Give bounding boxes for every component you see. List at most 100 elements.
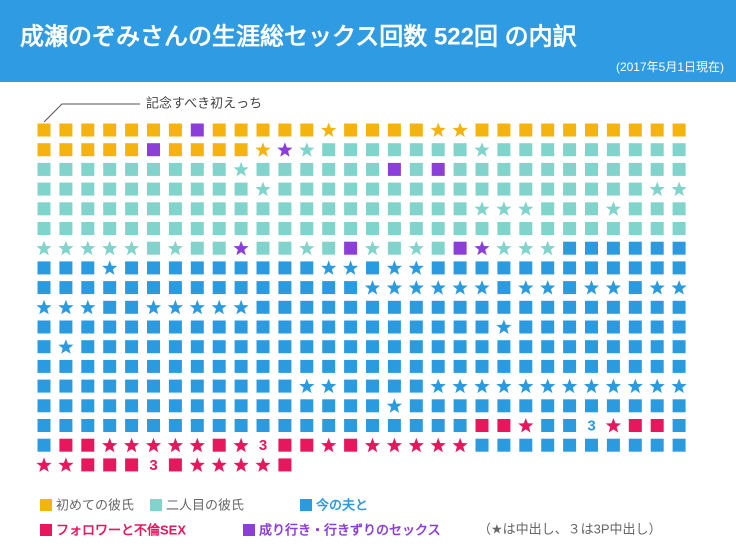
cell-square — [212, 340, 226, 354]
cell-square — [475, 340, 489, 354]
cell-square — [125, 340, 139, 354]
cell-star — [430, 280, 446, 295]
cell-star — [299, 240, 315, 256]
legend-swatch — [150, 499, 162, 511]
cell-star — [496, 378, 512, 394]
cell-square — [628, 320, 642, 334]
cell-square — [168, 379, 182, 393]
cell-star — [321, 122, 337, 137]
cell-square — [497, 399, 511, 413]
cell-square — [519, 143, 533, 157]
cell-square — [541, 340, 555, 354]
legend-label: フォロワーと不倫SEX — [56, 522, 186, 537]
cell-square — [563, 261, 577, 275]
cell-square — [563, 241, 577, 255]
cell-square — [366, 379, 379, 393]
cell-square — [256, 162, 270, 176]
cell-square — [168, 399, 182, 413]
cell-square — [650, 340, 664, 354]
cell-square — [431, 241, 445, 255]
cell-star — [430, 378, 446, 394]
cell-square — [672, 261, 686, 275]
cell-star — [167, 437, 183, 453]
cell-square — [190, 379, 204, 393]
cell-star — [233, 161, 249, 177]
cell-square — [519, 162, 533, 176]
cell-star — [474, 240, 490, 256]
cell-square — [497, 340, 511, 354]
cell-square — [147, 202, 160, 216]
cell-square — [541, 399, 555, 413]
cell-square — [541, 419, 555, 432]
legend-label: 今の夫と — [315, 497, 368, 512]
cell-square — [475, 359, 489, 373]
cell-square — [475, 162, 489, 176]
cell-square — [59, 202, 73, 216]
cell-square — [59, 399, 73, 413]
cell-square — [234, 399, 248, 413]
cell-square — [300, 123, 314, 137]
cell-square — [606, 143, 620, 157]
cell-square — [168, 123, 182, 137]
cell-square — [322, 182, 336, 196]
cell-square — [606, 399, 620, 413]
cell-square — [103, 379, 117, 393]
cell-square — [475, 182, 489, 196]
cell-square — [234, 379, 248, 393]
cell-square — [300, 182, 314, 196]
cell-square — [234, 202, 248, 216]
cell-square — [366, 182, 379, 196]
cell-star — [671, 280, 687, 295]
cell-star — [540, 240, 556, 256]
cell-square — [585, 300, 598, 314]
cell-square — [125, 379, 139, 393]
cell-square — [278, 261, 292, 275]
cell-square — [628, 340, 642, 354]
cell-square — [190, 123, 204, 137]
cell-square — [256, 379, 270, 393]
cell-square — [278, 438, 292, 452]
cell-square — [103, 419, 117, 432]
cell-square — [212, 123, 226, 137]
cell-square — [672, 123, 686, 137]
cell-square — [431, 202, 445, 216]
cell-square — [387, 182, 401, 196]
cell-square — [190, 359, 204, 373]
cell-square — [103, 202, 117, 216]
cell-star — [386, 437, 402, 453]
cell-square — [59, 222, 73, 235]
cell-square — [168, 143, 182, 157]
cell-square — [453, 340, 467, 354]
cell-square — [628, 182, 642, 196]
cell-square — [125, 399, 139, 413]
cell-square — [650, 438, 664, 452]
cell-square — [190, 261, 204, 275]
cell-square — [147, 379, 160, 393]
cell-star — [102, 260, 118, 275]
cell-square — [278, 340, 292, 354]
cell-square — [563, 202, 577, 216]
cell-square — [212, 281, 226, 295]
cell-square — [59, 162, 73, 176]
cell-square — [366, 202, 379, 216]
cell-star — [102, 437, 118, 453]
cell-star — [583, 280, 600, 295]
cell-square — [344, 419, 358, 432]
cell-square — [212, 261, 226, 275]
cell-square — [278, 359, 292, 373]
cell-square — [37, 399, 51, 413]
cell-square — [278, 419, 292, 432]
cell-square — [81, 419, 95, 432]
cell-star — [189, 299, 205, 315]
cell-square — [256, 123, 270, 137]
cell-star — [671, 181, 687, 197]
cell-square — [366, 340, 379, 354]
cell-square — [300, 261, 314, 275]
cell-star — [299, 378, 315, 394]
cell-square — [628, 399, 642, 413]
legend-label: 二人目の彼氏 — [166, 497, 244, 512]
cell-square — [147, 359, 160, 373]
cell-square — [322, 281, 336, 295]
cell-square — [519, 340, 533, 354]
cell-star — [189, 457, 205, 472]
